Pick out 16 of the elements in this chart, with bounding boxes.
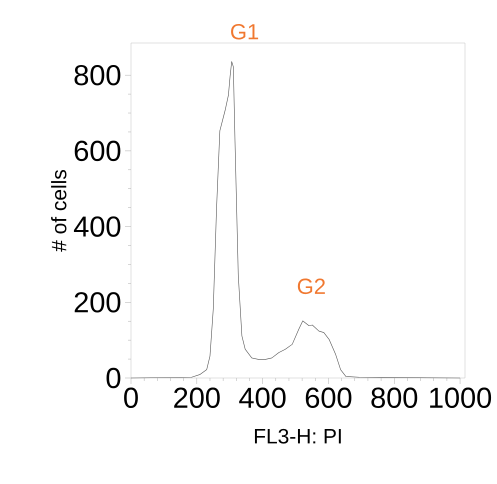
x-tick-label: 200	[174, 388, 220, 408]
x-tick-label: 800	[371, 388, 418, 408]
x-tick-label: 600	[306, 388, 352, 408]
y-tick-label: 0	[106, 368, 120, 388]
y-tick-label: 400	[74, 216, 120, 237]
x-axis-title: FL3-H: PI	[254, 428, 341, 444]
y-tick-label: 200	[74, 292, 120, 313]
x-tick-label: 1000	[430, 388, 492, 408]
y-tick-label: 600	[74, 140, 120, 162]
x-tick-label: 400	[239, 388, 286, 408]
annotation: G2	[298, 278, 325, 294]
text: G1	[231, 24, 258, 40]
y-tick-label: 800	[74, 64, 120, 86]
y-axis-title: # of cells	[51, 170, 66, 252]
x-tick-label: 0	[124, 388, 138, 408]
line-series	[130, 61, 460, 378]
